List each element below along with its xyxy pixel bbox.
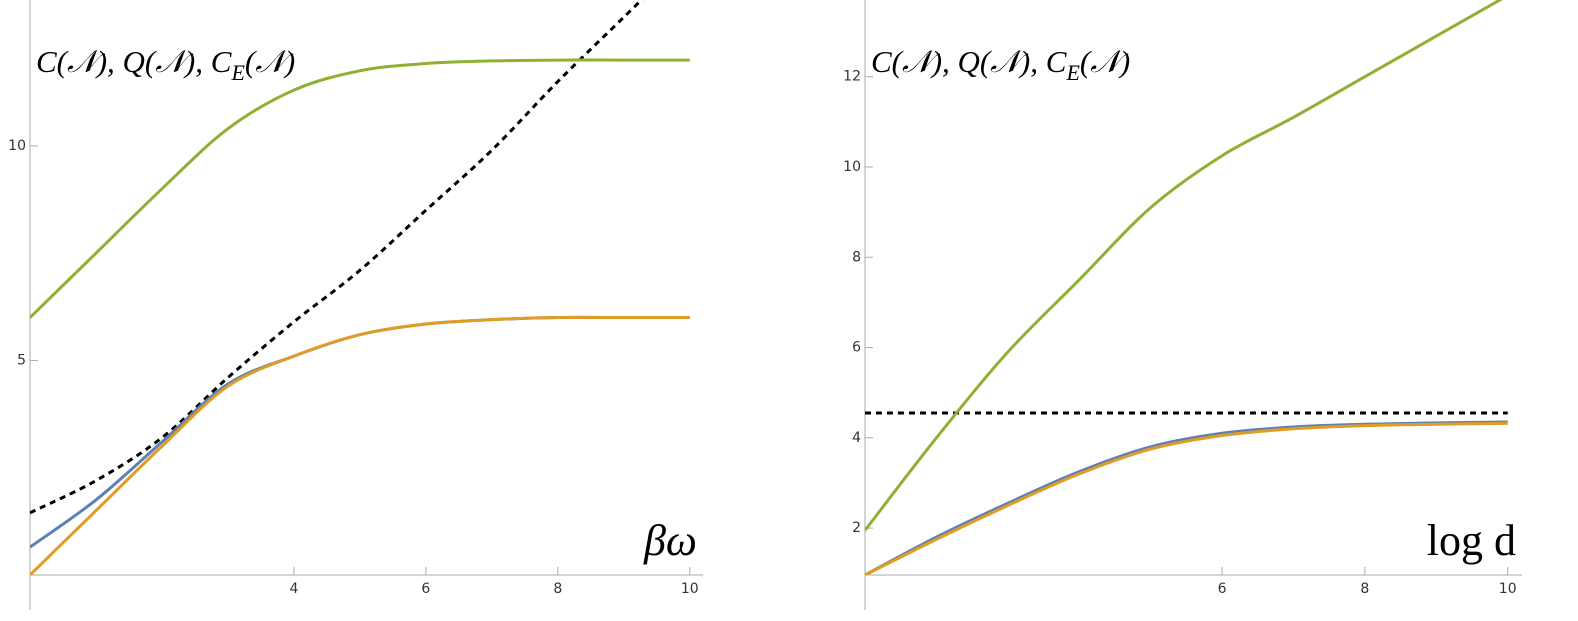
y-axis-label: C(𝒩), Q(𝒩), CE(𝒩) [871,44,1130,85]
plot-area [30,0,690,575]
y-tick-label: 4 [852,430,861,446]
y-axis-label-main: C(𝒩), Q(𝒩), C [871,44,1067,79]
y-axis-label-end: (𝒩) [245,44,295,79]
y-tick-label: 8 [852,249,861,265]
series-line [865,420,1508,575]
series-line [30,315,690,549]
y-tick-label: 10 [8,138,26,154]
x-tick-label: 8 [1360,581,1369,597]
series-line [30,315,690,575]
y-axis-label: C(𝒩), Q(𝒩), CE(𝒩) [36,44,295,85]
x-axis-label: log d [1427,516,1516,565]
series-line [30,58,690,319]
x-tick-label: 10 [1499,581,1517,597]
x-tick-label: 6 [421,581,430,597]
plot-area [865,0,1508,575]
x-tick-label: 8 [553,581,562,597]
y-tick-label: 5 [17,352,26,368]
y-axis-label-sub: E [1065,60,1080,85]
series-line [865,0,1503,532]
x-tick-label: 6 [1218,581,1227,597]
x-tick-label: 10 [681,581,699,597]
x-axis-label: βω [643,516,697,565]
y-axis-label-end: (𝒩) [1080,44,1130,79]
y-tick-label: 10 [843,159,861,175]
series-line [865,421,1508,575]
y-axis-label-main: C(𝒩), Q(𝒩), C [36,44,232,79]
y-tick-label: 2 [852,520,861,536]
y-tick-label: 6 [852,340,861,356]
y-tick-label: 12 [843,69,861,85]
y-axis-label-sub: E [230,60,245,85]
x-tick-label: 4 [289,581,298,597]
